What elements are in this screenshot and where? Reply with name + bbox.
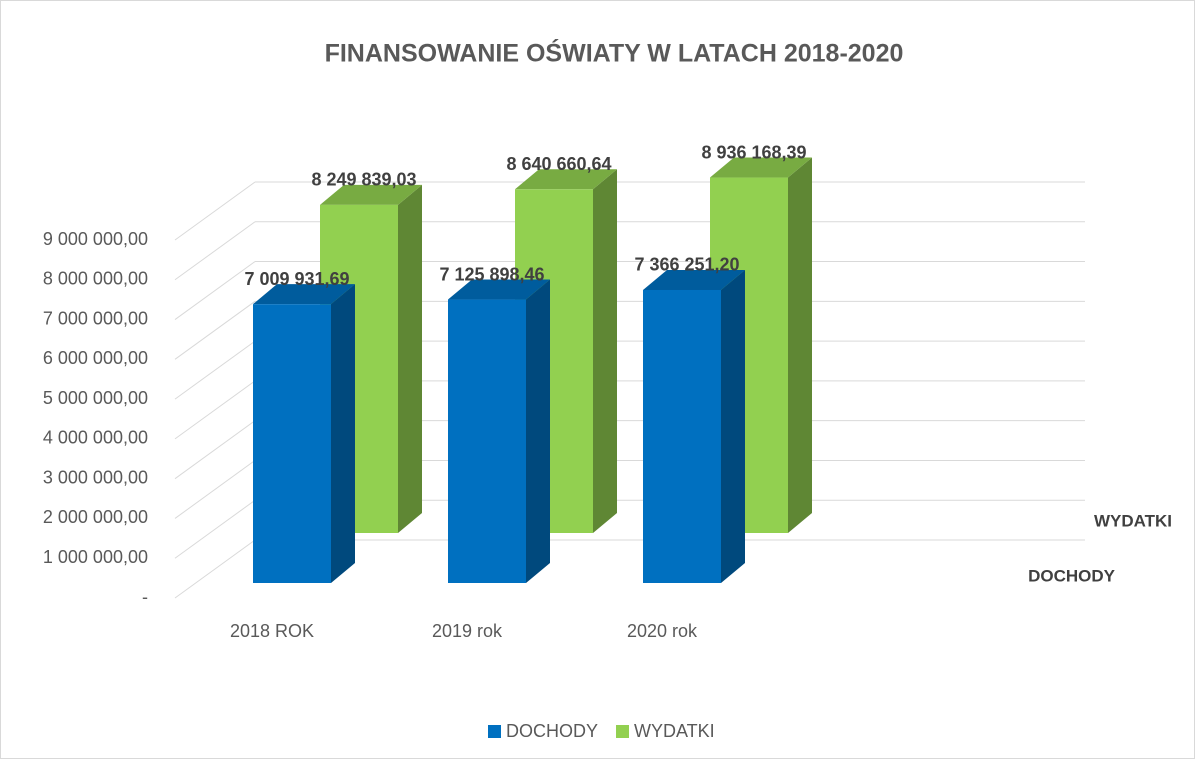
legend-label: DOCHODY <box>506 721 598 741</box>
x-tick-label: 2020 rok <box>627 621 698 641</box>
data-label: 8 249 839,03 <box>311 170 416 190</box>
bar-side <box>788 157 812 534</box>
y-tick-label: 7 000 000,00 <box>43 308 148 328</box>
grid-line <box>174 300 256 360</box>
chart-title: FINANSOWANIE OŚWIATY W LATACH 2018-2020 <box>325 38 904 68</box>
x-tick-label: 2018 ROK <box>230 621 314 641</box>
bar-top <box>643 269 745 290</box>
y-tick-label: 3 000 000,00 <box>43 467 148 487</box>
grid-line <box>174 539 256 599</box>
y-tick-label: 5 000 000,00 <box>43 388 148 408</box>
bar <box>253 304 331 583</box>
grid-line <box>174 261 256 320</box>
depth-label: DOCHODY <box>1028 566 1116 585</box>
y-tick-label: 1 000 000,00 <box>43 547 148 567</box>
data-label: 7 009 931,69 <box>244 269 349 289</box>
bar-top <box>320 184 422 205</box>
legend-label: WYDATKI <box>634 721 715 741</box>
bar-side <box>721 269 745 583</box>
bar-side <box>526 279 550 583</box>
bar <box>643 289 721 583</box>
grid-line <box>174 181 256 241</box>
bar-side <box>331 284 355 583</box>
grid-line <box>174 340 256 400</box>
depth-label: WYDATKI <box>1094 511 1172 530</box>
bar <box>448 299 526 583</box>
bar-top <box>253 284 355 305</box>
bar-top <box>448 279 550 300</box>
data-label: 7 125 898,46 <box>439 264 544 284</box>
x-tick-label: 2019 rok <box>432 621 503 641</box>
grid-line <box>174 460 256 519</box>
y-tick-label: 6 000 000,00 <box>43 348 148 368</box>
bar-top <box>710 157 812 178</box>
grid-line <box>174 221 256 281</box>
y-tick-label: 8 000 000,00 <box>43 269 148 289</box>
bar-side <box>398 184 422 534</box>
legend-swatch <box>488 725 501 738</box>
data-label: 7 366 251,20 <box>634 255 739 275</box>
y-tick-label: 2 000 000,00 <box>43 507 148 527</box>
grid-line <box>174 380 256 440</box>
bar-side <box>593 169 617 534</box>
y-tick-label: 4 000 000,00 <box>43 428 148 448</box>
y-tick-label: 9 000 000,00 <box>43 229 148 249</box>
bar-top <box>515 169 617 190</box>
grid-line <box>174 499 256 559</box>
legend-swatch <box>616 725 630 738</box>
data-label: 8 936 168,39 <box>701 142 806 162</box>
data-label: 8 640 660,64 <box>506 154 611 174</box>
y-tick-label: - <box>142 587 148 607</box>
grid-line <box>174 420 256 480</box>
